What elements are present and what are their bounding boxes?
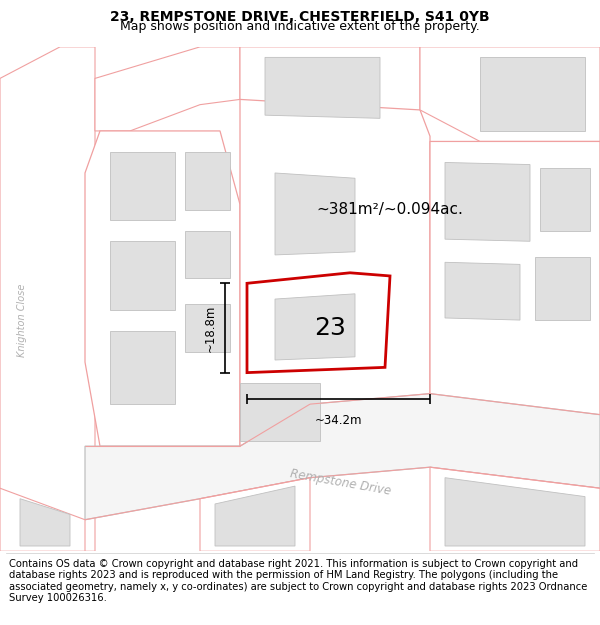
Polygon shape xyxy=(265,58,380,118)
Polygon shape xyxy=(430,141,600,551)
Polygon shape xyxy=(110,152,175,220)
Polygon shape xyxy=(445,262,520,320)
Text: ~18.8m: ~18.8m xyxy=(204,304,217,352)
Polygon shape xyxy=(215,486,295,546)
Polygon shape xyxy=(0,488,85,551)
Text: Map shows position and indicative extent of the property.: Map shows position and indicative extent… xyxy=(120,20,480,32)
Polygon shape xyxy=(20,499,70,546)
Polygon shape xyxy=(185,152,230,210)
Polygon shape xyxy=(445,478,585,546)
Polygon shape xyxy=(110,241,175,309)
Polygon shape xyxy=(85,131,240,446)
Polygon shape xyxy=(200,478,310,551)
Polygon shape xyxy=(540,168,590,231)
Polygon shape xyxy=(535,257,590,320)
Polygon shape xyxy=(185,304,230,352)
Polygon shape xyxy=(110,331,175,404)
Polygon shape xyxy=(185,231,230,278)
Polygon shape xyxy=(85,394,600,520)
Polygon shape xyxy=(55,78,90,551)
Text: 23, REMPSTONE DRIVE, CHESTERFIELD, S41 0YB: 23, REMPSTONE DRIVE, CHESTERFIELD, S41 0… xyxy=(110,10,490,24)
Text: Rempstone Drive: Rempstone Drive xyxy=(289,468,391,498)
Polygon shape xyxy=(445,162,530,241)
Polygon shape xyxy=(480,58,585,131)
Polygon shape xyxy=(420,47,600,141)
Text: Knighton Close: Knighton Close xyxy=(17,283,27,357)
Text: ~381m²/~0.094ac.: ~381m²/~0.094ac. xyxy=(317,202,463,217)
Polygon shape xyxy=(0,47,95,551)
Text: 23: 23 xyxy=(314,316,346,341)
Polygon shape xyxy=(240,383,320,441)
Polygon shape xyxy=(95,47,240,131)
Polygon shape xyxy=(240,47,420,131)
Polygon shape xyxy=(275,294,355,360)
Text: Contains OS data © Crown copyright and database right 2021. This information is : Contains OS data © Crown copyright and d… xyxy=(9,559,587,603)
Polygon shape xyxy=(247,272,390,372)
Polygon shape xyxy=(430,468,600,551)
Polygon shape xyxy=(275,173,355,255)
Text: ~34.2m: ~34.2m xyxy=(315,414,362,427)
Polygon shape xyxy=(240,99,430,446)
